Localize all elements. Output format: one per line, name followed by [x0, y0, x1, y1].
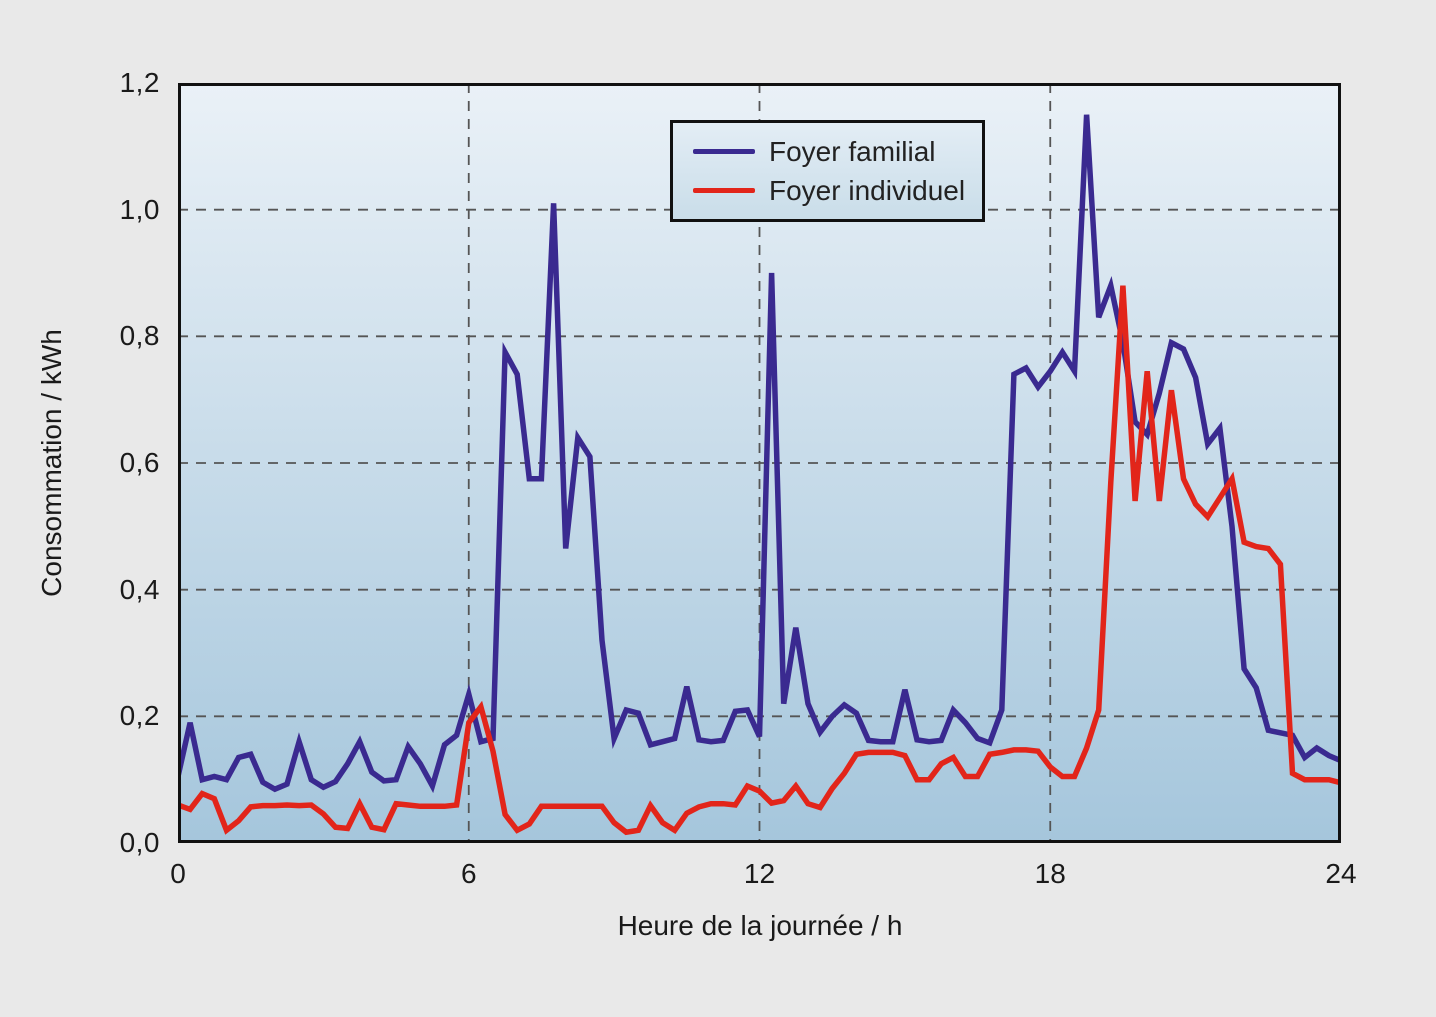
legend-label-foyer-familial: Foyer familial: [769, 135, 936, 167]
y-tick-label: 0,4: [119, 573, 160, 605]
legend-line-swatch-foyer-familial: [693, 149, 755, 154]
x-axis-title: Heure de la journée / h: [617, 910, 903, 941]
legend-line-swatch-foyer-individuel: [693, 188, 755, 193]
y-tick-label: 1,0: [119, 193, 160, 225]
x-tick-label: 0: [170, 858, 186, 889]
series-line-foyer-individuel: [178, 285, 1341, 836]
x-tick-label: 18: [1034, 858, 1066, 889]
series-line-foyer-familial: [178, 114, 1341, 794]
y-tick-label: 0,6: [119, 447, 160, 478]
legend: Foyer familial Foyer individuel: [670, 120, 985, 222]
y-tick-label: 0,2: [119, 700, 160, 732]
legend-item-foyer-individuel: Foyer individuel: [693, 175, 982, 207]
legend-label-foyer-individuel: Foyer individuel: [769, 174, 966, 206]
y-tick-label: 0,8: [119, 320, 160, 352]
y-tick-label: 1,2: [119, 67, 160, 98]
legend-item-foyer-familial: Foyer familial: [693, 136, 982, 168]
plot-border: [178, 83, 1341, 843]
x-tick-label: 6: [460, 858, 477, 889]
y-axis-title: Consommation / kWh: [36, 329, 67, 597]
y-tick-label: 0,0: [119, 827, 160, 858]
x-tick-label: 24: [1325, 858, 1357, 889]
x-tick-label: 12: [743, 858, 776, 889]
